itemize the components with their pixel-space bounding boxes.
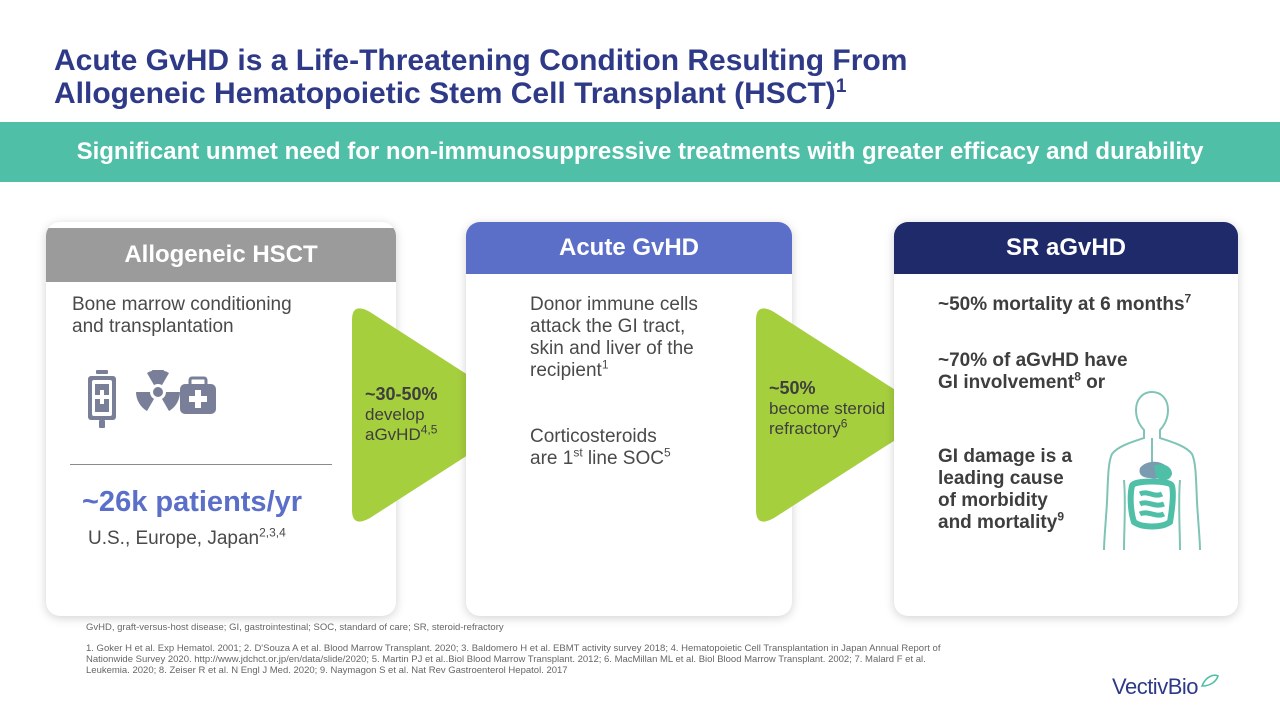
radiation-icon (136, 369, 180, 412)
treatment-icons (86, 369, 216, 430)
banner-text: Significant unmet need for non-immunosup… (76, 138, 1204, 165)
acute-gvhd-card: Acute GvHD Donor immune cells attack the… (466, 222, 792, 616)
iv-bag-icon (88, 370, 116, 428)
slide-title: Acute GvHD is a Life-Threatening Conditi… (54, 44, 1204, 110)
human-gi-tract-icon (1103, 391, 1201, 551)
medical-kit-icon (180, 376, 216, 414)
progression-arrow-1 (350, 302, 518, 528)
arrow2-text: ~50% become steroid refractory6 (769, 378, 886, 438)
gi-damage-statement: GI damage is a leading cause of morbidit… (938, 446, 1073, 533)
arrow1-pct: ~30-50% (365, 384, 438, 404)
progression-arrow-2 (754, 302, 922, 528)
unmet-need-banner: Significant unmet need for non-immunosup… (0, 122, 1280, 182)
mortality-stat: ~50% mortality at 6 months7 (938, 291, 1192, 315)
card1-divider (70, 464, 332, 465)
title-line-2: Allogeneic Hematopoietic Stem Cell Trans… (54, 76, 847, 110)
card2-mechanism: Donor immune cells attack the GI tract, … (530, 294, 698, 381)
abbreviations-footnote: GvHD, graft-versus-host disease; GI, gas… (86, 622, 504, 633)
arrow1-text: ~30-50% develop aGvHD4,5 (365, 384, 438, 444)
title-line-1: Acute GvHD is a Life-Threatening Conditi… (54, 44, 908, 77)
card-header-acute-gvhd: Acute GvHD (466, 222, 792, 274)
allogeneic-hsct-card: Allogeneic HSCT Bone marrow conditioning… (46, 222, 396, 616)
region-label: U.S., Europe, Japan2,3,4 (88, 525, 286, 549)
vectivbio-logo: VectivBio (1112, 674, 1220, 700)
sr-agvhd-card: SR aGvHD ~50% mortality at 6 months7 ~70… (894, 222, 1238, 616)
card1-description: Bone marrow conditioning and transplanta… (72, 294, 292, 337)
gi-involvement-stat: ~70% of aGvHD have GI involvement8 or (938, 350, 1128, 393)
card2-treatment: Corticosteroids are 1st line SOC5 (530, 426, 671, 469)
card-header-allogeneic-hsct: Allogeneic HSCT (46, 228, 396, 282)
card-header-sr-agvhd: SR aGvHD (894, 222, 1238, 274)
logo-leaf-icon (1200, 674, 1219, 687)
arrow2-pct: ~50% (769, 378, 816, 398)
references-footnote: 1. Goker H et al. Exp Hematol. 2001; 2. … (86, 643, 941, 676)
patients-per-year-stat: ~26k patients/yr (82, 486, 303, 518)
